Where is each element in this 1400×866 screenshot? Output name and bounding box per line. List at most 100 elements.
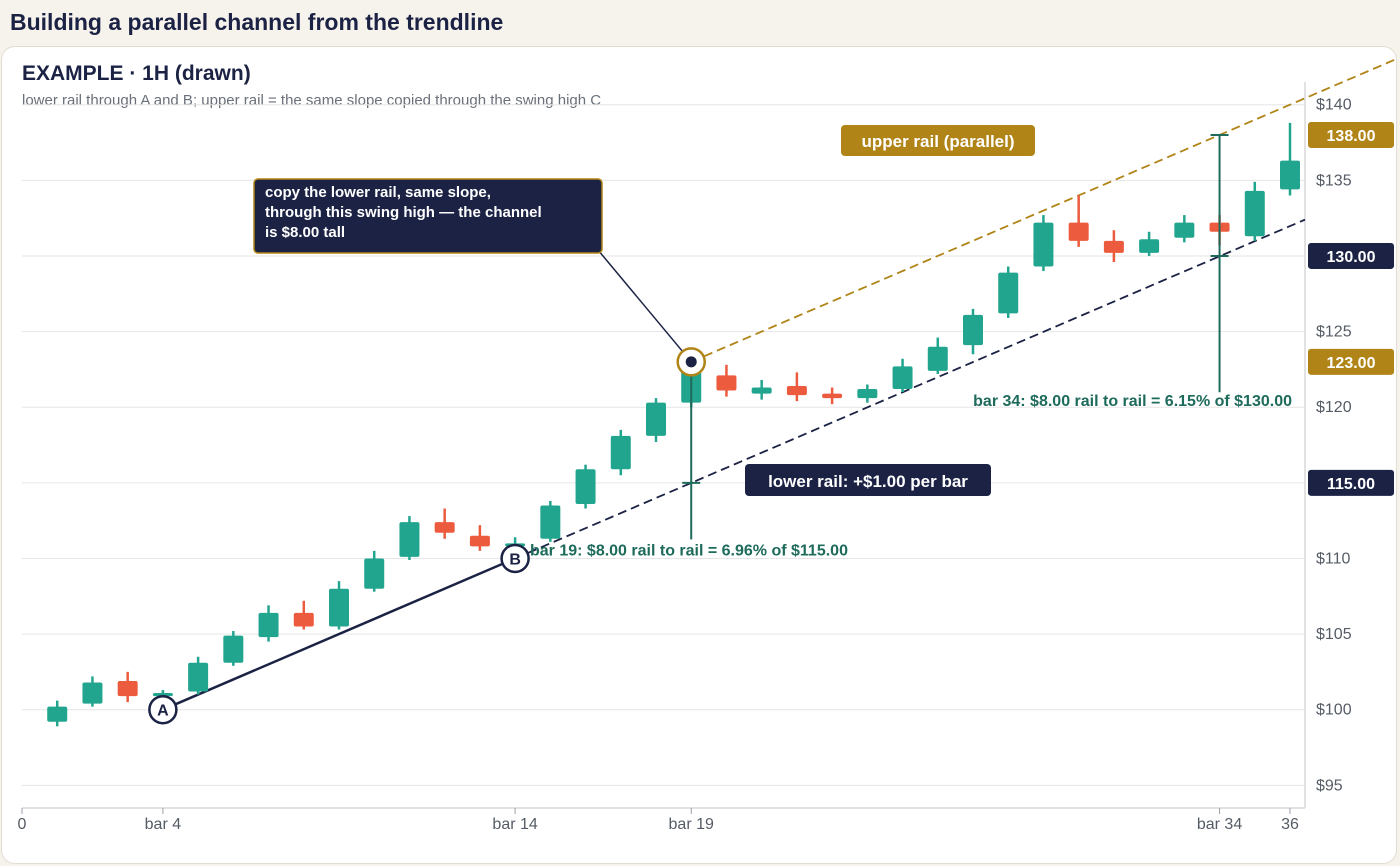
candle: [82, 676, 103, 707]
x-tick-label: bar 4: [145, 816, 182, 833]
candle-body: [575, 469, 596, 504]
candle: [1103, 230, 1124, 262]
measure-label: bar 19: $8.00 rail to rail = 6.96% of $1…: [530, 542, 848, 559]
candle-body: [188, 662, 209, 692]
y-tick-label: $135: [1316, 172, 1352, 189]
price-tag-label: 130.00: [1327, 249, 1376, 266]
candle-body: [822, 393, 843, 399]
candle: [1139, 231, 1160, 256]
y-tick-label: $95: [1316, 777, 1343, 794]
price-tag-bg: [1308, 469, 1394, 496]
anchor-point-circle: [500, 543, 530, 574]
y-tick-label: $110: [1316, 550, 1351, 567]
price-tag-label: 115.00: [1327, 476, 1375, 493]
candle-body: [1033, 222, 1054, 267]
candle: [575, 464, 596, 509]
candle-body: [82, 682, 103, 704]
candle-body: [963, 314, 983, 346]
candle: [610, 429, 631, 476]
candle: [469, 525, 490, 551]
anchor-point-circle: [148, 694, 178, 725]
candle: [892, 358, 913, 393]
x-tick-label: 0: [18, 816, 27, 833]
candle: [540, 500, 561, 542]
candle: [927, 337, 948, 374]
price-tag-label: 138.00: [1327, 128, 1376, 145]
price-tag-bg: [1308, 242, 1394, 269]
callout-box: [253, 178, 603, 254]
x-tick-label: bar 19: [669, 816, 714, 833]
candle: [47, 700, 68, 727]
y-tick-label: $140: [1316, 97, 1352, 114]
candle: [751, 379, 772, 400]
candle-body: [927, 346, 948, 371]
candle: [329, 581, 349, 630]
candle-body: [786, 386, 807, 396]
price-tag-bg: [1308, 121, 1394, 148]
candle-body: [293, 612, 314, 627]
chart-card: [1, 46, 1397, 864]
candle-body: [1244, 190, 1265, 237]
price-tag-bg: [1308, 348, 1394, 375]
upper-rail-label-bg: [841, 125, 1035, 156]
candle: [822, 387, 843, 405]
candle-body: [469, 535, 490, 547]
lower-rail-label-bg: [745, 464, 991, 496]
x-tick-label: 36: [1281, 816, 1299, 833]
candle-body: [364, 558, 385, 589]
candle-body: [1280, 160, 1300, 190]
candle-body: [152, 693, 173, 697]
candle: [188, 656, 209, 695]
y-tick-label: $105: [1316, 626, 1352, 643]
candle: [223, 631, 244, 666]
anchor-point-b: B: [500, 543, 530, 574]
candle: [399, 516, 420, 560]
chart-title: EXAMPLE · 1H (drawn): [22, 62, 251, 85]
y-tick-label: $125: [1316, 324, 1352, 341]
candle: [1033, 215, 1054, 272]
candle-body: [646, 402, 666, 436]
candle: [646, 398, 666, 442]
candle-body: [892, 366, 913, 390]
candle: [258, 605, 279, 642]
upper-rail: [690, 58, 1396, 363]
candle: [998, 266, 1019, 318]
candle-body: [610, 435, 631, 470]
candle-body: [329, 588, 349, 627]
candle-body: [434, 522, 455, 533]
candle: [293, 600, 314, 630]
candle-body: [998, 272, 1019, 314]
candle-body: [857, 389, 878, 399]
candle: [1174, 215, 1195, 243]
candle-body: [258, 612, 279, 638]
candle-body: [1174, 222, 1195, 238]
candle: [1280, 122, 1300, 196]
lower-rail-solid: [162, 557, 516, 711]
candle-body: [540, 505, 561, 539]
candle: [963, 308, 983, 355]
candle-body: [223, 635, 244, 663]
candle: [716, 364, 737, 397]
y-tick-label: $100: [1316, 702, 1352, 719]
candle-body: [1068, 222, 1089, 241]
measure-label: bar 34: $8.00 rail to rail = 6.15% of $1…: [973, 393, 1292, 410]
candle: [364, 550, 385, 592]
price-tag-label: 123.00: [1327, 355, 1376, 372]
upper-rail-label: upper rail (parallel): [861, 132, 1014, 151]
anchor-point-a: A: [148, 694, 178, 725]
candle: [434, 508, 455, 539]
swing-high-dot: [685, 356, 697, 368]
candle-body: [47, 706, 68, 722]
candle: [117, 671, 138, 703]
lower-rail-label: lower rail: +$1.00 per bar: [768, 472, 968, 491]
callout-text: copy the lower rail, same slope, through …: [265, 184, 542, 241]
candle: [1244, 181, 1265, 241]
candle-body: [716, 375, 737, 391]
candle: [857, 384, 878, 403]
lower-rail-extension: [514, 218, 1306, 560]
y-tick-label: $120: [1316, 399, 1352, 416]
anchor-point-label: A: [157, 703, 169, 720]
callout-leader: [597, 249, 692, 363]
page-title: Building a parallel channel from the tre…: [10, 9, 504, 35]
